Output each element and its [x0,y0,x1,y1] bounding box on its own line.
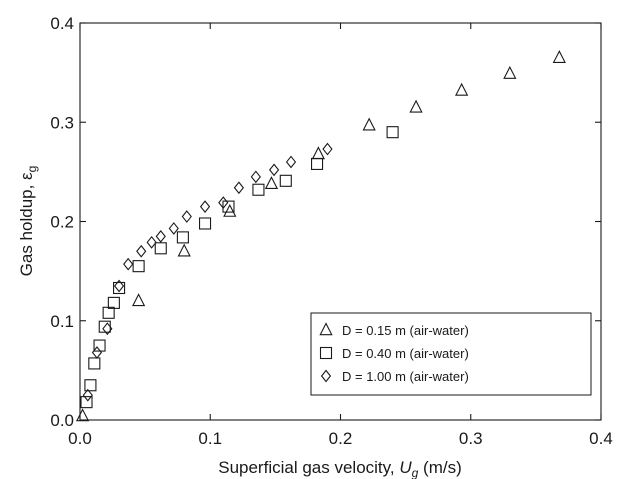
diamond-data-point [168,222,179,235]
triangle-data-point [177,243,191,257]
x-axis-ticks: 0.0 0.1 0.2 0.3 0.4 [68,23,613,448]
square-data-point [88,357,101,370]
triangle-data-point [552,50,566,63]
triangle-data-point [75,408,90,422]
diamond-data-point [82,388,93,402]
square-data-point [102,306,115,319]
diamond-data-point [113,279,125,293]
legend-label: D = 0.15 m (air-water) [342,323,469,338]
diamond-data-point [268,163,280,177]
x-tick-label: 0.2 [329,429,353,448]
legend-diamond-marker [320,369,332,383]
square-data-point [252,183,265,196]
square-data-point [279,174,292,187]
x-tick-label: 0.1 [198,429,222,448]
square-data-point [132,260,145,273]
square-data-point [80,396,93,409]
legend-square-marker [319,346,333,360]
y-tick-label: 0.1 [50,312,74,331]
triangle-data-point [455,82,469,96]
triangle-data-point [131,293,146,307]
diamond-data-point [91,346,103,359]
triangle-data-point [503,65,517,79]
diamond-data-point [102,322,113,336]
legend-label: D = 1.00 m (air-water) [342,369,469,384]
square-data-point [84,379,97,392]
triangle-data-point [264,176,279,190]
square-data-point [107,296,120,309]
square-data-point [386,126,399,139]
legend-box [310,312,592,396]
diamond-data-point [123,257,134,271]
square-data-point [222,200,235,213]
y-tick-label: 0.2 [50,213,74,232]
diamond-data-point [155,230,166,243]
triangle-data-point [362,117,376,131]
y-tick-label: 0.3 [50,113,74,132]
data-markers [75,50,566,422]
diamond-data-point [285,155,297,169]
square-data-point [198,217,212,230]
y-tick-label: 0.0 [50,411,74,430]
x-axis-label: Superficial gas velocity, Ug (m/s) [218,458,462,479]
x-tick-label: 0.4 [589,429,613,448]
square-data-point [176,231,189,244]
diamond-data-point [136,244,147,258]
square-data-point [113,281,126,295]
triangle-data-point [311,146,325,160]
diamond-data-point [199,200,211,213]
diamond-data-point [218,196,229,210]
x-tick-label: 0.3 [459,429,483,448]
square-data-point [154,242,167,255]
y-tick-label: 0.4 [50,14,74,33]
triangle-data-point [409,99,423,113]
diamond-data-point [233,181,245,195]
legend-triangle-marker [319,322,333,336]
legend: D = 0.15 m (air-water) D = 0.40 m (air-wa… [310,312,592,396]
diamond-data-point [146,235,157,249]
square-data-point [311,157,324,170]
diamond-data-point [250,170,261,184]
y-axis-ticks: 0.0 0.1 0.2 0.3 0.4 [50,14,601,430]
diamond-data-point [181,210,192,223]
legend-label: D = 0.40 m (air-water) [342,346,469,361]
triangle-data-point [223,203,237,217]
diamond-data-point [322,142,333,156]
x-tick-label: 0.0 [68,429,92,448]
y-axis-label: Gas holdup, εg [17,166,39,277]
